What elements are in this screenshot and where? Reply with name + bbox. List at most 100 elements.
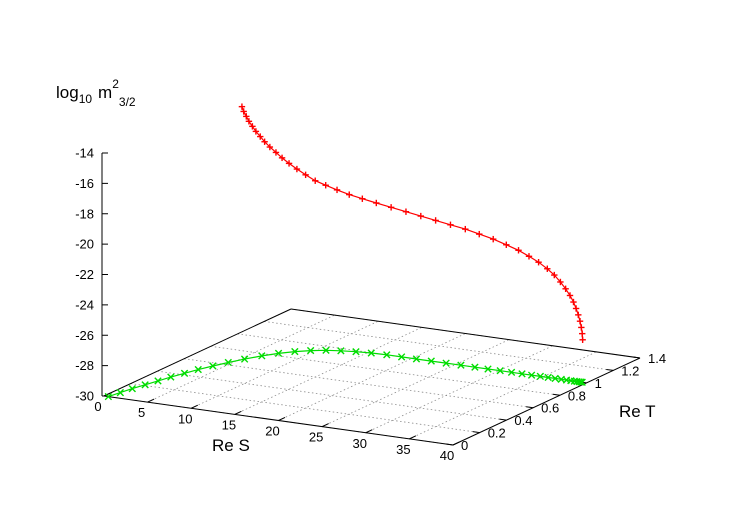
marker-stroke — [536, 372, 545, 381]
series-1-point — [278, 154, 286, 162]
series-1-point — [576, 317, 584, 325]
series-1-point — [525, 253, 533, 260]
marker-stroke — [154, 377, 162, 385]
y-axis-label: Re T — [619, 402, 656, 421]
y-tick-label: 0.8 — [568, 388, 586, 403]
series-1-point — [490, 235, 497, 243]
series-1-point — [346, 191, 353, 198]
x-tick-label: 20 — [265, 424, 279, 439]
series-1-point — [243, 113, 250, 120]
series-2-point — [527, 371, 536, 379]
z-tick-label: -20 — [75, 237, 94, 252]
series-2-point — [442, 359, 450, 367]
x-tick-mark — [278, 417, 286, 421]
series-1-point — [503, 241, 510, 248]
series-2-point — [383, 351, 391, 359]
tick-labels: -14-16-18-20-22-24-26-28-300 5 10 15 20 25 30 3… — [75, 146, 666, 464]
x-tick-label: 35 — [396, 442, 410, 457]
marker-stroke — [224, 358, 232, 367]
x-tick-mark — [103, 392, 111, 397]
series-2-point — [104, 392, 113, 401]
series-1-point — [373, 199, 380, 207]
series-2-point — [291, 347, 299, 356]
z-axis-label-var-subscript: 3/2 — [119, 95, 136, 109]
y-tick-label: 0.2 — [488, 426, 506, 441]
series-2-point — [322, 346, 330, 355]
marker-stroke — [575, 378, 583, 386]
series-1-point — [272, 149, 280, 156]
series-1-point — [293, 165, 301, 173]
marker-stroke — [518, 370, 526, 378]
z-axis-label-subscript: 10 — [79, 92, 93, 106]
series-1-point — [359, 195, 366, 202]
marker-stroke — [274, 349, 283, 358]
z-axis-label-base: log — [56, 83, 79, 102]
marker-stroke — [427, 357, 435, 365]
series-1-point — [238, 103, 246, 110]
series-2-point — [518, 370, 526, 378]
floor-edge-back — [290, 308, 641, 359]
x-tick-mark — [234, 410, 242, 415]
z-tick-label: -16 — [75, 176, 94, 191]
x-tick-mark — [409, 435, 417, 440]
y-tick-mark — [632, 356, 641, 359]
y-tick-label: 1.2 — [621, 363, 639, 378]
marker-stroke — [484, 365, 492, 373]
series-1-point — [432, 217, 439, 224]
series-1-point — [417, 212, 424, 220]
series-1-point — [535, 259, 542, 266]
x-tick-mark — [321, 423, 329, 428]
z-tick-label: -22 — [75, 267, 94, 282]
series-2-point — [367, 349, 375, 357]
series-2-point — [240, 355, 249, 363]
series-2-point — [209, 362, 217, 370]
series-1-point — [302, 171, 309, 179]
series-1-point — [562, 285, 569, 292]
y-tick-mark — [552, 393, 560, 396]
series-1-point — [579, 336, 586, 343]
series-2-point — [457, 361, 465, 369]
grid-line-y — [264, 321, 614, 371]
x-tick-label: 5 — [138, 405, 145, 420]
grid-line-y — [157, 370, 507, 421]
x-tick-label: 25 — [309, 430, 323, 445]
y-tick-label: 0 — [461, 438, 468, 453]
x-tick-label: 15 — [222, 417, 236, 432]
marker-stroke — [352, 347, 360, 356]
marker-stroke — [209, 362, 217, 370]
series-2-point — [274, 349, 283, 358]
series-1-point — [515, 247, 522, 254]
marker-stroke — [442, 359, 450, 367]
marker-stroke — [367, 349, 375, 357]
y-tick-mark — [606, 368, 614, 371]
series-2-point — [471, 363, 479, 371]
grid-line-x — [234, 327, 423, 415]
marker-stroke — [258, 352, 266, 360]
series-1-point — [544, 265, 551, 272]
marker-stroke — [567, 376, 575, 385]
series-1-point — [245, 118, 253, 125]
grid-line-x — [321, 339, 510, 427]
y-tick-mark — [472, 431, 480, 434]
marker-stroke — [527, 371, 536, 379]
marker-stroke — [240, 355, 249, 363]
series-2-point — [507, 368, 516, 377]
z-tick-label: -30 — [75, 389, 94, 404]
series-2-point — [337, 347, 345, 355]
marker-stroke — [322, 346, 330, 355]
x-tick-mark — [452, 441, 460, 446]
series-1-point — [578, 324, 585, 331]
grid-line-y — [210, 345, 560, 396]
series-2-point — [551, 374, 559, 383]
series-1-point — [551, 271, 558, 279]
series-layer — [104, 103, 586, 401]
series-1-point — [575, 311, 582, 319]
series-2-point — [352, 347, 360, 356]
marker-stroke — [104, 392, 113, 401]
grid-line-y — [130, 383, 480, 433]
series-1-point — [579, 330, 586, 337]
marker-stroke — [167, 373, 175, 381]
x-axis-label: Re S — [212, 436, 250, 455]
